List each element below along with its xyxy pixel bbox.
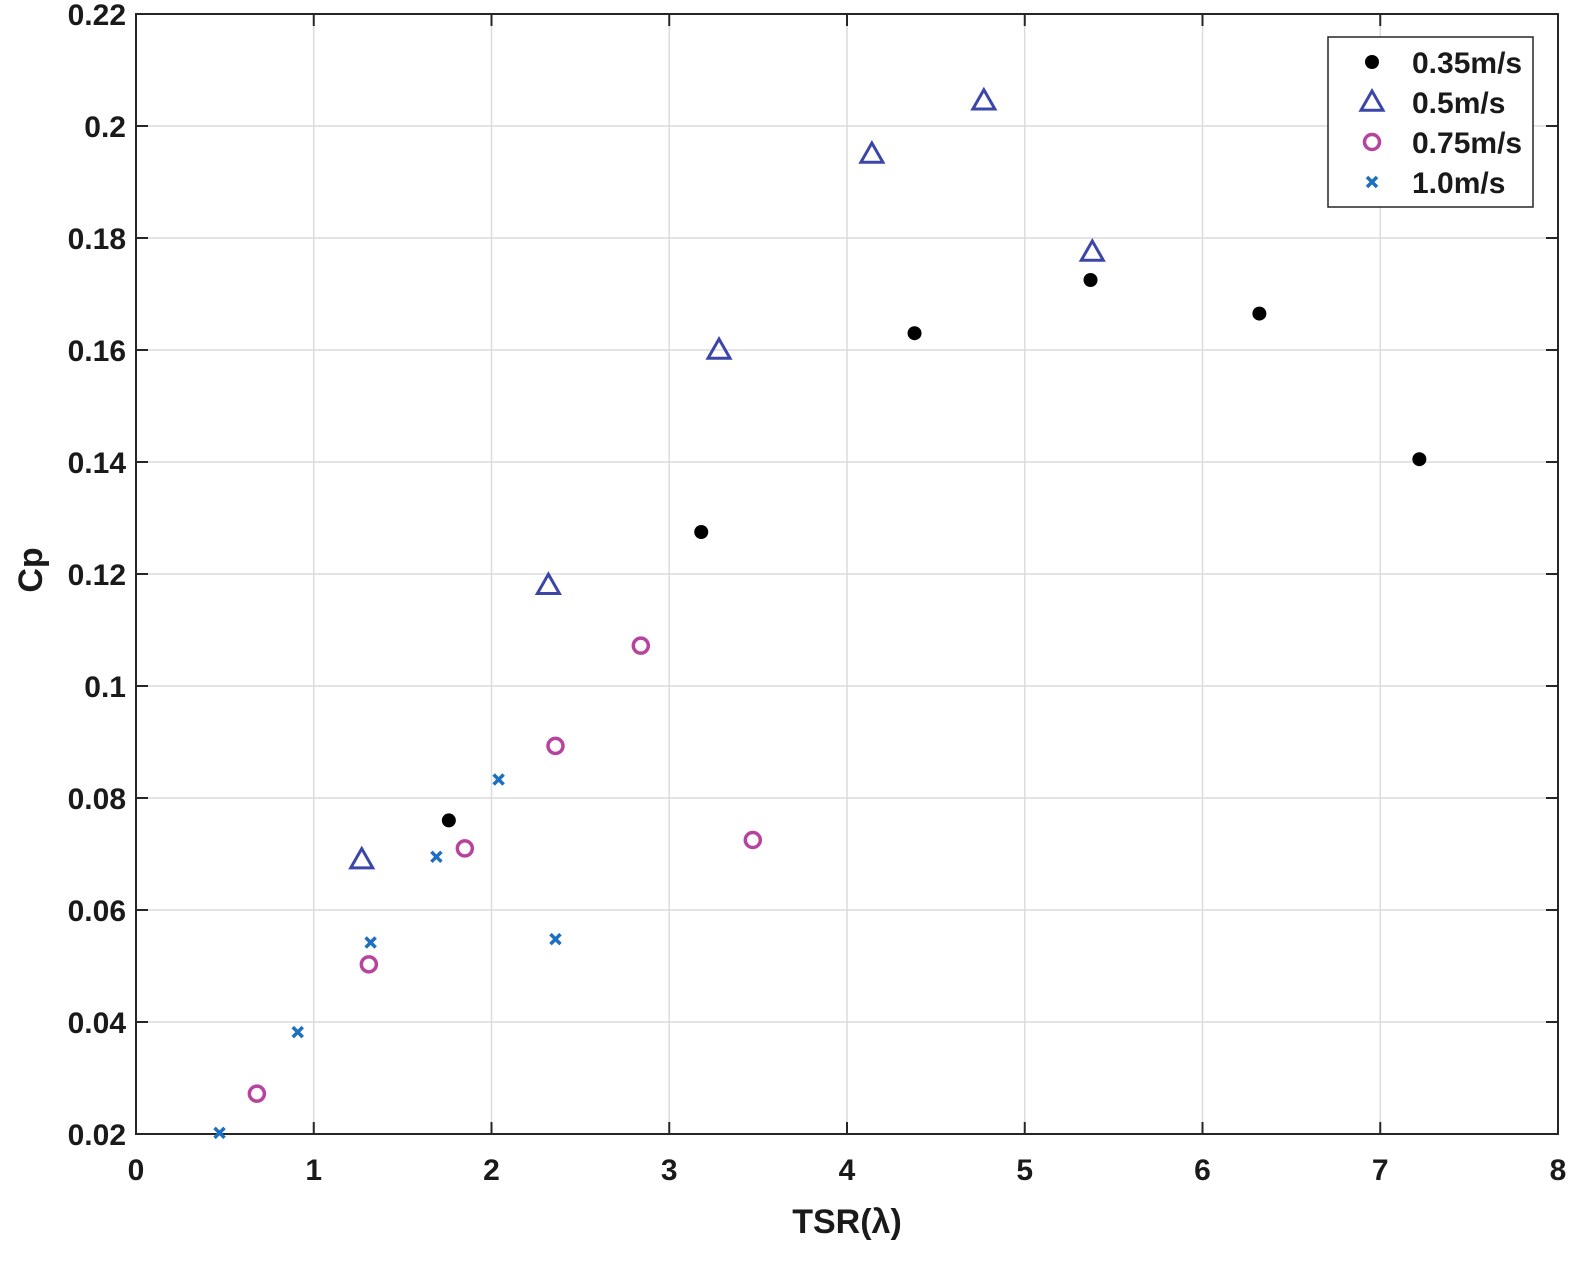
legend-marker — [1362, 132, 1382, 152]
data-point — [1083, 273, 1098, 287]
legend-marker — [1365, 175, 1379, 189]
series-0-75m-s — [247, 636, 763, 1103]
x-tick-label: 6 — [1194, 1154, 1211, 1187]
data-point — [348, 845, 376, 870]
data-point — [359, 955, 379, 974]
series-0-5m-s — [348, 86, 1106, 870]
grid-lines — [136, 14, 1558, 1134]
x-tick-label: 0 — [128, 1154, 145, 1187]
data-point — [364, 936, 377, 949]
data-point — [743, 830, 763, 850]
legend-items: 0.35m/s 0.5m/s 0.75m/s 1.0m/s — [1358, 47, 1522, 200]
data-point — [441, 813, 456, 828]
y-tick-label: 0.2 — [84, 111, 126, 144]
y-tick-label: 0.06 — [68, 895, 126, 928]
legend-marker — [1365, 55, 1379, 69]
legend: 0.35m/s 0.5m/s 0.75m/s 1.0m/s — [1327, 36, 1534, 208]
y-tick-label: 0.08 — [68, 783, 126, 816]
y-axis-label: Cp — [12, 547, 50, 592]
legend-label: 0.75m/s — [1412, 127, 1522, 160]
data-point — [1412, 452, 1427, 467]
series-1-0m-s — [213, 773, 562, 1140]
legend-item: 0.75m/s — [1362, 127, 1522, 160]
x-tick-label: 4 — [839, 1154, 856, 1187]
data-point — [455, 839, 475, 858]
data-point — [430, 850, 443, 864]
legend-label: 0.35m/s — [1412, 47, 1522, 80]
data-point — [1252, 306, 1267, 321]
y-tick-labels: 0.02 0.04 0.06 0.08 0.1 0.12 0.14 0.16 0.18 0.2 0.… — [68, 0, 127, 1152]
y-tick-label: 0.16 — [68, 335, 126, 368]
data-point — [1078, 237, 1106, 262]
data-points — [213, 86, 1427, 1140]
legend-item: 0.5m/s — [1358, 87, 1505, 120]
data-point — [631, 636, 651, 655]
data-point — [970, 86, 998, 111]
data-point — [907, 326, 922, 341]
data-point — [546, 736, 565, 756]
data-point — [213, 1126, 226, 1140]
y-tick-label: 0.22 — [68, 0, 126, 32]
data-point — [705, 335, 733, 360]
legend-item: 1.0m/s — [1365, 167, 1505, 200]
x-axis-label: TSR(λ) — [792, 1203, 902, 1241]
y-tick-label: 0.12 — [68, 559, 126, 592]
x-tick-label: 3 — [661, 1154, 678, 1187]
data-point — [291, 1025, 304, 1039]
y-tick-label: 0.02 — [68, 1119, 126, 1152]
series-0-35m-s — [441, 273, 1427, 828]
x-tick-label: 1 — [305, 1154, 322, 1187]
x-tick-label: 5 — [1016, 1154, 1033, 1187]
x-tick-label: 2 — [483, 1154, 500, 1187]
legend-label: 1.0m/s — [1412, 167, 1505, 200]
data-point — [858, 139, 886, 164]
data-point — [549, 932, 562, 946]
data-point — [247, 1084, 267, 1103]
legend-item: 0.35m/s — [1365, 47, 1522, 80]
y-tick-label: 0.14 — [68, 447, 127, 480]
x-tick-labels: 0 1 2 3 4 5 6 7 8 — [128, 1154, 1567, 1187]
x-tick-label: 7 — [1372, 1154, 1389, 1187]
data-point — [694, 525, 709, 539]
data-point — [534, 571, 562, 595]
y-tick-label: 0.04 — [68, 1007, 127, 1040]
plot-area-frame — [135, 13, 1559, 1135]
legend-box — [1327, 36, 1534, 208]
x-tick-label: 8 — [1550, 1154, 1567, 1187]
y-tick-label: 0.18 — [68, 223, 126, 256]
legend-label: 0.5m/s — [1412, 87, 1505, 120]
y-tick-label: 0.1 — [84, 671, 126, 704]
legend-marker — [1358, 87, 1386, 112]
data-point — [492, 773, 505, 786]
